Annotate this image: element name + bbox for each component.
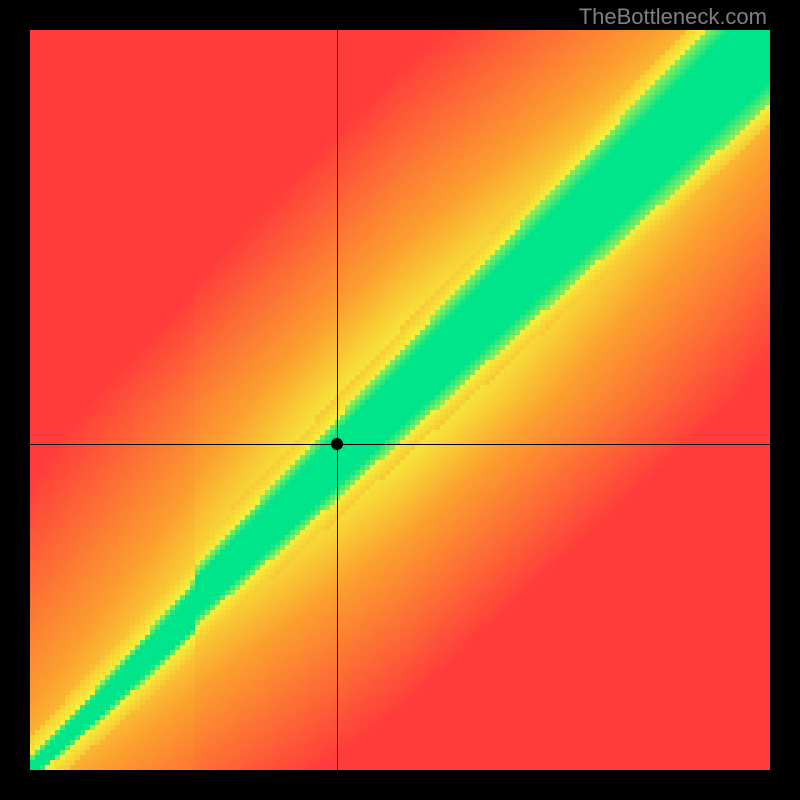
crosshair-vertical (337, 30, 338, 770)
crosshair-horizontal (30, 444, 770, 445)
data-point-marker (331, 438, 343, 450)
chart-heatmap (30, 30, 770, 770)
heatmap-svg (30, 30, 770, 770)
watermark-text: TheBottleneck.com (579, 4, 767, 30)
